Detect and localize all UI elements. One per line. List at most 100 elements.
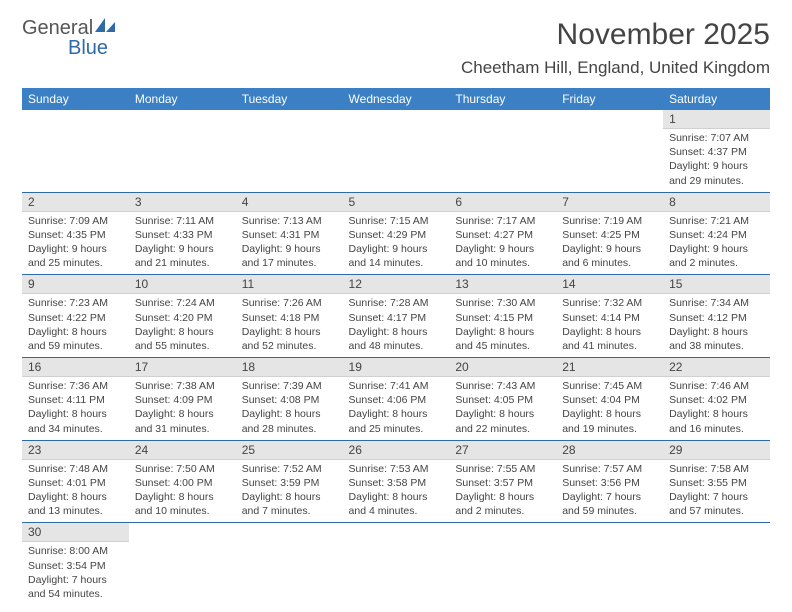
sunset-text: Sunset: 4:08 PM — [242, 393, 337, 407]
sunrise-text: Sunrise: 7:30 AM — [455, 296, 550, 310]
calendar-day-cell: 26Sunrise: 7:53 AMSunset: 3:58 PMDayligh… — [343, 440, 450, 523]
daylight-text: Daylight: 8 hours — [562, 407, 657, 421]
sunrise-text: Sunrise: 7:34 AM — [669, 296, 764, 310]
calendar-day-cell — [236, 523, 343, 605]
day-details: Sunrise: 7:43 AMSunset: 4:05 PMDaylight:… — [449, 377, 556, 440]
calendar-day-cell: 3Sunrise: 7:11 AMSunset: 4:33 PMDaylight… — [129, 192, 236, 275]
day-number: 13 — [449, 275, 556, 294]
location-subtitle: Cheetham Hill, England, United Kingdom — [461, 58, 770, 78]
sunset-text: Sunset: 3:57 PM — [455, 476, 550, 490]
day-details: Sunrise: 7:19 AMSunset: 4:25 PMDaylight:… — [556, 212, 663, 275]
day-number: 11 — [236, 275, 343, 294]
daylight-text: Daylight: 8 hours — [28, 407, 123, 421]
weekday-header: Monday — [129, 88, 236, 110]
sunrise-text: Sunrise: 7:43 AM — [455, 379, 550, 393]
sunrise-text: Sunrise: 7:50 AM — [135, 462, 230, 476]
calendar-day-cell — [343, 523, 450, 605]
calendar-day-cell — [449, 110, 556, 192]
daylight-text: and 59 minutes. — [562, 504, 657, 518]
daylight-text: and 34 minutes. — [28, 422, 123, 436]
day-details: Sunrise: 7:30 AMSunset: 4:15 PMDaylight:… — [449, 294, 556, 357]
calendar-week-row: 2Sunrise: 7:09 AMSunset: 4:35 PMDaylight… — [22, 192, 770, 275]
sunrise-text: Sunrise: 7:11 AM — [135, 214, 230, 228]
logo-word-2: Blue — [68, 37, 108, 59]
sunrise-text: Sunrise: 7:41 AM — [349, 379, 444, 393]
day-details: Sunrise: 7:39 AMSunset: 4:08 PMDaylight:… — [236, 377, 343, 440]
day-details: Sunrise: 7:07 AMSunset: 4:37 PMDaylight:… — [663, 129, 770, 192]
calendar-day-cell: 6Sunrise: 7:17 AMSunset: 4:27 PMDaylight… — [449, 192, 556, 275]
weekday-header: Friday — [556, 88, 663, 110]
calendar-day-cell: 7Sunrise: 7:19 AMSunset: 4:25 PMDaylight… — [556, 192, 663, 275]
day-number: 22 — [663, 358, 770, 377]
sunset-text: Sunset: 4:31 PM — [242, 228, 337, 242]
day-details: Sunrise: 7:45 AMSunset: 4:04 PMDaylight:… — [556, 377, 663, 440]
day-number: 25 — [236, 441, 343, 460]
day-number: 28 — [556, 441, 663, 460]
weekday-header: Saturday — [663, 88, 770, 110]
daylight-text: and 10 minutes. — [455, 256, 550, 270]
sunset-text: Sunset: 3:55 PM — [669, 476, 764, 490]
daylight-text: Daylight: 8 hours — [349, 325, 444, 339]
calendar-day-cell: 2Sunrise: 7:09 AMSunset: 4:35 PMDaylight… — [22, 192, 129, 275]
day-number: 9 — [22, 275, 129, 294]
calendar-day-cell: 25Sunrise: 7:52 AMSunset: 3:59 PMDayligh… — [236, 440, 343, 523]
day-details: Sunrise: 7:38 AMSunset: 4:09 PMDaylight:… — [129, 377, 236, 440]
day-number: 29 — [663, 441, 770, 460]
daylight-text: Daylight: 9 hours — [455, 242, 550, 256]
calendar-day-cell: 17Sunrise: 7:38 AMSunset: 4:09 PMDayligh… — [129, 358, 236, 441]
sunset-text: Sunset: 4:00 PM — [135, 476, 230, 490]
sunrise-text: Sunrise: 7:21 AM — [669, 214, 764, 228]
sunrise-text: Sunrise: 7:15 AM — [349, 214, 444, 228]
calendar-week-row: 23Sunrise: 7:48 AMSunset: 4:01 PMDayligh… — [22, 440, 770, 523]
calendar-day-cell: 10Sunrise: 7:24 AMSunset: 4:20 PMDayligh… — [129, 275, 236, 358]
sunset-text: Sunset: 4:11 PM — [28, 393, 123, 407]
sunset-text: Sunset: 3:54 PM — [28, 559, 123, 573]
sunrise-text: Sunrise: 7:23 AM — [28, 296, 123, 310]
daylight-text: Daylight: 8 hours — [28, 490, 123, 504]
day-number: 24 — [129, 441, 236, 460]
daylight-text: Daylight: 8 hours — [349, 490, 444, 504]
daylight-text: and 28 minutes. — [242, 422, 337, 436]
sail-icon — [95, 18, 117, 37]
calendar-day-cell — [129, 110, 236, 192]
calendar-day-cell: 27Sunrise: 7:55 AMSunset: 3:57 PMDayligh… — [449, 440, 556, 523]
calendar-week-row: 30Sunrise: 8:00 AMSunset: 3:54 PMDayligh… — [22, 523, 770, 605]
day-details: Sunrise: 7:23 AMSunset: 4:22 PMDaylight:… — [22, 294, 129, 357]
sunset-text: Sunset: 4:22 PM — [28, 311, 123, 325]
sunrise-text: Sunrise: 7:28 AM — [349, 296, 444, 310]
page-title: November 2025 — [461, 18, 770, 52]
sunrise-text: Sunrise: 7:24 AM — [135, 296, 230, 310]
sunset-text: Sunset: 4:27 PM — [455, 228, 550, 242]
sunrise-text: Sunrise: 7:52 AM — [242, 462, 337, 476]
calendar-day-cell — [556, 110, 663, 192]
calendar-day-cell — [556, 523, 663, 605]
daylight-text: and 45 minutes. — [455, 339, 550, 353]
sunset-text: Sunset: 4:02 PM — [669, 393, 764, 407]
day-details: Sunrise: 7:55 AMSunset: 3:57 PMDaylight:… — [449, 460, 556, 523]
calendar-day-cell: 19Sunrise: 7:41 AMSunset: 4:06 PMDayligh… — [343, 358, 450, 441]
daylight-text: and 13 minutes. — [28, 504, 123, 518]
calendar-day-cell: 5Sunrise: 7:15 AMSunset: 4:29 PMDaylight… — [343, 192, 450, 275]
calendar-week-row: 16Sunrise: 7:36 AMSunset: 4:11 PMDayligh… — [22, 358, 770, 441]
sunset-text: Sunset: 4:09 PM — [135, 393, 230, 407]
title-block: November 2025 Cheetham Hill, England, Un… — [461, 18, 770, 78]
day-number: 18 — [236, 358, 343, 377]
calendar-week-row: 1Sunrise: 7:07 AMSunset: 4:37 PMDaylight… — [22, 110, 770, 192]
calendar-day-cell — [129, 523, 236, 605]
day-number: 15 — [663, 275, 770, 294]
day-number: 14 — [556, 275, 663, 294]
calendar-table: SundayMondayTuesdayWednesdayThursdayFrid… — [22, 88, 770, 605]
sunset-text: Sunset: 4:05 PM — [455, 393, 550, 407]
calendar-day-cell: 4Sunrise: 7:13 AMSunset: 4:31 PMDaylight… — [236, 192, 343, 275]
daylight-text: and 2 minutes. — [455, 504, 550, 518]
day-details: Sunrise: 7:57 AMSunset: 3:56 PMDaylight:… — [556, 460, 663, 523]
daylight-text: Daylight: 8 hours — [669, 325, 764, 339]
sunset-text: Sunset: 3:58 PM — [349, 476, 444, 490]
day-details: Sunrise: 7:32 AMSunset: 4:14 PMDaylight:… — [556, 294, 663, 357]
day-details: Sunrise: 7:15 AMSunset: 4:29 PMDaylight:… — [343, 212, 450, 275]
sunrise-text: Sunrise: 7:38 AM — [135, 379, 230, 393]
calendar-day-cell: 14Sunrise: 7:32 AMSunset: 4:14 PMDayligh… — [556, 275, 663, 358]
day-number: 5 — [343, 193, 450, 212]
daylight-text: and 19 minutes. — [562, 422, 657, 436]
day-details: Sunrise: 7:17 AMSunset: 4:27 PMDaylight:… — [449, 212, 556, 275]
